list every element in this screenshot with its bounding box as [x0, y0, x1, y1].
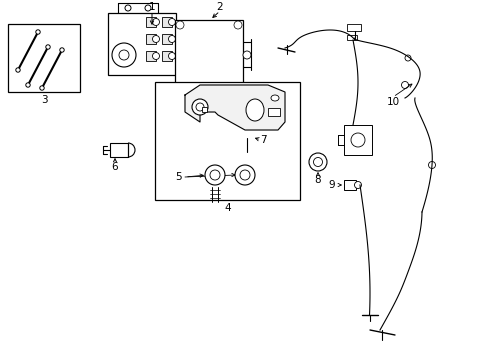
Text: 5: 5	[174, 172, 181, 182]
Bar	[343, 125, 371, 155]
Circle shape	[152, 53, 159, 59]
Circle shape	[40, 86, 44, 90]
Circle shape	[350, 133, 364, 147]
Circle shape	[209, 170, 220, 180]
Circle shape	[234, 83, 242, 91]
Text: 2: 2	[216, 2, 223, 12]
Circle shape	[192, 99, 207, 115]
Circle shape	[46, 45, 50, 49]
Circle shape	[354, 181, 361, 189]
Bar	[162, 34, 172, 44]
Circle shape	[176, 21, 183, 29]
Text: 10: 10	[386, 97, 399, 107]
Circle shape	[176, 83, 183, 91]
Ellipse shape	[270, 95, 279, 101]
Bar	[155, 82, 299, 200]
Circle shape	[152, 18, 159, 26]
Circle shape	[204, 165, 224, 185]
Text: 6: 6	[111, 162, 118, 172]
Circle shape	[152, 36, 159, 42]
Circle shape	[168, 36, 175, 42]
Circle shape	[234, 21, 242, 29]
Text: 9: 9	[328, 180, 335, 190]
Text: 7: 7	[259, 135, 266, 145]
Circle shape	[36, 30, 40, 34]
Circle shape	[125, 5, 131, 11]
Ellipse shape	[245, 99, 264, 121]
Circle shape	[401, 81, 407, 89]
Bar	[175, 20, 243, 92]
Bar	[8, 24, 80, 92]
Circle shape	[119, 50, 129, 60]
Polygon shape	[184, 85, 285, 130]
Circle shape	[112, 43, 136, 67]
Circle shape	[60, 48, 64, 52]
Circle shape	[243, 148, 250, 156]
Bar	[243, 130, 250, 138]
Bar	[146, 34, 156, 44]
Text: 4: 4	[224, 203, 231, 213]
Bar	[146, 51, 156, 61]
Circle shape	[240, 170, 249, 180]
Bar	[110, 143, 128, 157]
Bar	[343, 180, 355, 190]
Bar	[267, 108, 280, 116]
Circle shape	[244, 150, 248, 154]
Circle shape	[26, 83, 30, 87]
Circle shape	[145, 5, 151, 11]
Circle shape	[196, 103, 203, 111]
Text: 8: 8	[314, 175, 321, 185]
Circle shape	[168, 53, 175, 59]
Circle shape	[427, 162, 435, 168]
Circle shape	[16, 68, 20, 72]
Bar	[108, 13, 176, 75]
Text: 3: 3	[41, 95, 47, 105]
Bar	[146, 17, 156, 27]
Bar	[162, 51, 172, 61]
Text: 1: 1	[148, 2, 155, 12]
Circle shape	[404, 55, 410, 61]
Circle shape	[168, 18, 175, 26]
Circle shape	[313, 158, 322, 166]
Bar	[346, 35, 356, 40]
Circle shape	[308, 153, 326, 171]
Circle shape	[243, 51, 250, 59]
Bar	[202, 107, 206, 112]
Bar	[162, 17, 172, 27]
Circle shape	[235, 165, 254, 185]
Bar	[346, 24, 360, 31]
